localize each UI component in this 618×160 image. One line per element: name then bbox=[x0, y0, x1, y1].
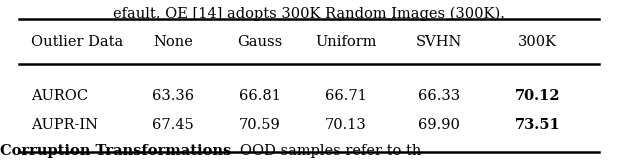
Text: AUPR-IN: AUPR-IN bbox=[31, 118, 98, 132]
Text: None: None bbox=[153, 35, 193, 49]
Text: 66.81: 66.81 bbox=[239, 89, 281, 103]
Text: 67.45: 67.45 bbox=[152, 118, 194, 132]
Text: AUROC: AUROC bbox=[31, 89, 88, 103]
Text: efault, OE [14] adopts 300K Random Images (300K).: efault, OE [14] adopts 300K Random Image… bbox=[113, 6, 505, 21]
Text: Outlier Data: Outlier Data bbox=[31, 35, 123, 49]
Text: Uniform: Uniform bbox=[315, 35, 377, 49]
Text: 73.51: 73.51 bbox=[515, 118, 561, 132]
Text: 69.90: 69.90 bbox=[418, 118, 460, 132]
Text: 66.33: 66.33 bbox=[418, 89, 460, 103]
Text: OOD samples refer to th: OOD samples refer to th bbox=[226, 144, 421, 158]
Text: 300K: 300K bbox=[518, 35, 557, 49]
Text: SVHN: SVHN bbox=[415, 35, 462, 49]
Text: Corruption Transformations: Corruption Transformations bbox=[0, 144, 231, 158]
Text: 66.71: 66.71 bbox=[325, 89, 367, 103]
Text: 70.59: 70.59 bbox=[239, 118, 281, 132]
Text: 70.12: 70.12 bbox=[515, 89, 561, 103]
Text: 63.36: 63.36 bbox=[152, 89, 194, 103]
Text: Gauss: Gauss bbox=[237, 35, 282, 49]
Text: 70.13: 70.13 bbox=[325, 118, 367, 132]
